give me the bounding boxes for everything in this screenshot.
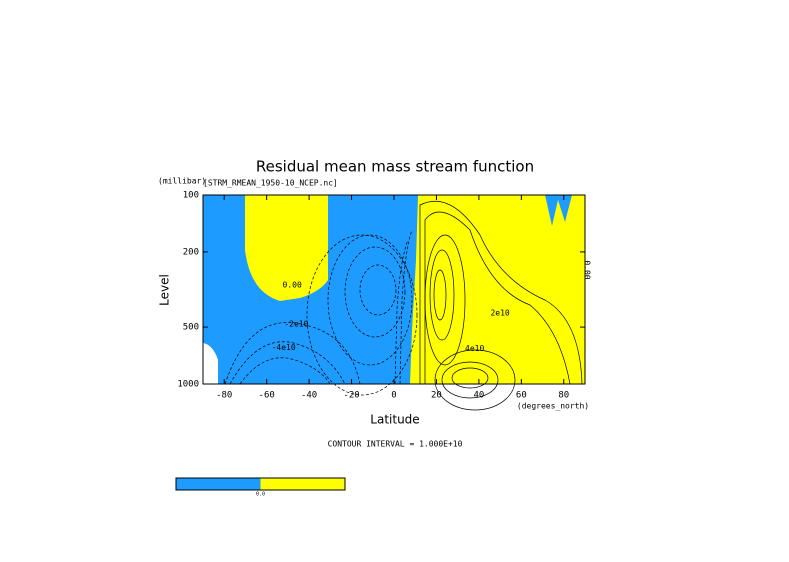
missing-region (203, 343, 218, 384)
x-tick-label: -60 (259, 391, 275, 401)
subtitle: [STRM_RMEAN_1950-10_NCEP.nc] (203, 179, 338, 188)
x-tick-label: 20 (431, 391, 442, 401)
negative-contours (224, 229, 418, 396)
contour-label: -4e10 (272, 343, 296, 352)
positive-contours (419, 200, 583, 411)
chart-title: Residual mean mass stream function (256, 158, 534, 176)
colorbar-frame (175, 477, 346, 491)
x-tick-label: -80 (216, 391, 232, 401)
colorbar-swatch (260, 478, 345, 490)
contour-label: 2e10 (490, 308, 509, 317)
x-tick-label: 0 (391, 391, 396, 401)
y-tick-label: 100 (183, 191, 199, 201)
contour-interval: CONTOUR INTERVAL = 1.000E+10 (328, 440, 463, 449)
contour-label: -2e10 (284, 319, 308, 328)
x-tick-label: -40 (301, 391, 317, 401)
colorbar-label: 0.0 (256, 492, 265, 498)
x-tick-label: 80 (558, 391, 569, 401)
field (203, 195, 585, 411)
y-unit: (millibar) (158, 177, 206, 186)
y-tick-label: 200 (183, 247, 199, 257)
colorbar-swatch (176, 478, 261, 490)
y-tick-label: 500 (183, 323, 199, 333)
contour-label: 0.00 (583, 260, 592, 279)
negative-region (545, 195, 572, 226)
contour-label: 4e10 (465, 344, 484, 353)
x-tick-label: 60 (516, 391, 527, 401)
x-tick-label: -20 (343, 391, 359, 401)
x-tick-label: 40 (473, 391, 484, 401)
y-tick-label: 1000 (177, 380, 199, 390)
x-axis-label: Latitude (370, 413, 419, 427)
y-axis-label: Level (158, 274, 172, 306)
x-unit: (degrees_north) (517, 402, 589, 411)
contour-label: 0.00 (283, 281, 302, 290)
negative-region (203, 195, 418, 384)
